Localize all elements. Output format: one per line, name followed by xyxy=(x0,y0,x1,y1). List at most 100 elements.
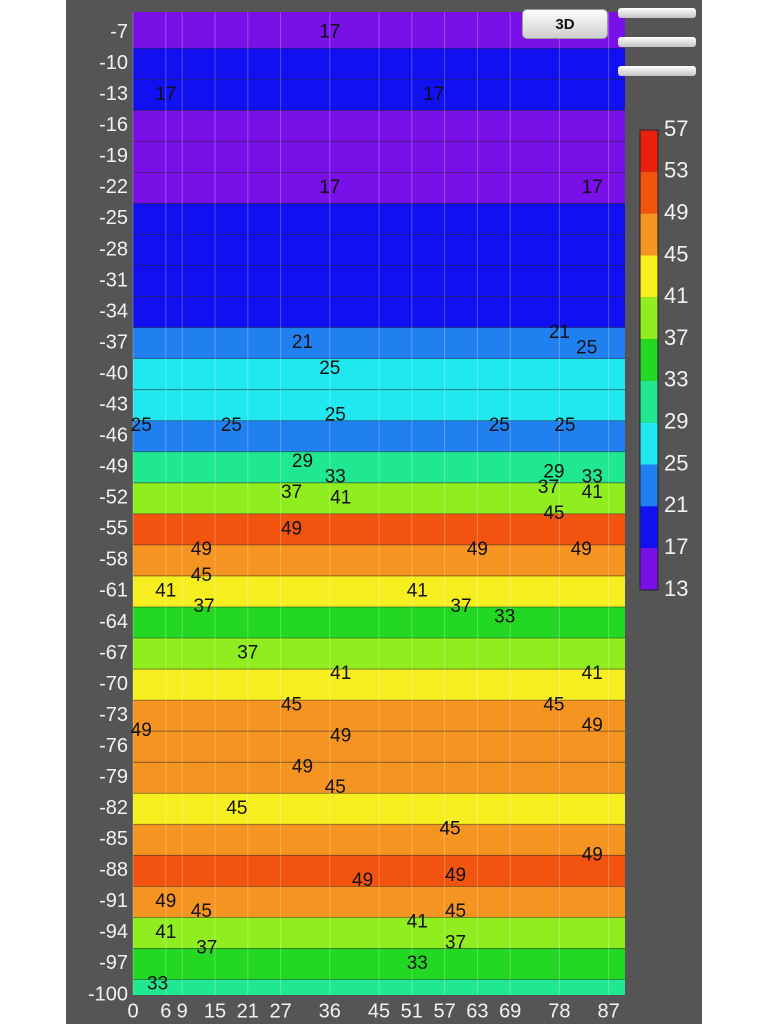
contour-label: 29 xyxy=(543,461,564,482)
y-tick-label: -46 xyxy=(99,425,128,447)
contour-label: 45 xyxy=(191,565,212,586)
menu-button[interactable] xyxy=(618,8,696,80)
contour-label: 25 xyxy=(131,415,152,436)
colorbar-label: 53 xyxy=(664,158,688,183)
depth-band xyxy=(133,451,625,483)
contour-label: 17 xyxy=(319,177,340,198)
y-tick-label: -28 xyxy=(99,238,128,260)
depth-band xyxy=(133,731,625,763)
contour-label: 25 xyxy=(489,415,510,436)
contour-label: 37 xyxy=(196,937,217,958)
contour-label: 49 xyxy=(191,539,212,560)
x-tick-label: 15 xyxy=(204,1000,226,1022)
contour-label: 25 xyxy=(221,415,242,436)
contour-label: 49 xyxy=(582,715,603,736)
contour-label: 49 xyxy=(582,844,603,865)
contour-label: 37 xyxy=(450,596,471,617)
contour-label: 49 xyxy=(292,756,313,777)
contour-label: 17 xyxy=(423,84,444,105)
depth-band xyxy=(133,172,625,204)
colorbar-label: 13 xyxy=(664,576,688,601)
contour-label: 17 xyxy=(582,177,603,198)
y-tick-label: -97 xyxy=(99,952,128,974)
depth-band xyxy=(133,762,625,794)
colorbar-swatch xyxy=(640,130,658,172)
colorbar-swatch xyxy=(640,297,658,340)
colorbar-label: 57 xyxy=(664,116,688,141)
contour-label: 49 xyxy=(330,725,351,746)
contour-label: 25 xyxy=(576,337,597,358)
contour-label: 41 xyxy=(582,663,603,684)
x-tick-label: 87 xyxy=(597,1000,619,1022)
x-tick-label: 0 xyxy=(127,1000,138,1022)
colorbar-label: 45 xyxy=(664,241,688,266)
colorbar-swatch xyxy=(640,548,658,590)
contour-label: 21 xyxy=(549,322,570,343)
y-tick-label: -31 xyxy=(99,269,128,291)
contour-label: 45 xyxy=(325,777,346,798)
depth-band xyxy=(133,48,625,80)
colorbar-swatch xyxy=(640,213,658,256)
contour-label: 33 xyxy=(582,467,603,488)
contour-label: 29 xyxy=(292,451,313,472)
y-tick-label: -40 xyxy=(99,362,128,384)
depth-band xyxy=(133,203,625,235)
colorbar-swatch xyxy=(640,339,658,381)
contour-label: 45 xyxy=(543,503,564,524)
y-tick-label: -13 xyxy=(99,83,128,105)
depth-band xyxy=(133,296,625,328)
contour-label: 41 xyxy=(330,663,351,684)
contour-label: 37 xyxy=(237,643,258,664)
depth-band xyxy=(133,979,625,995)
y-tick-label: -58 xyxy=(99,549,128,571)
3d-button[interactable]: 3D xyxy=(522,9,608,39)
depth-band xyxy=(133,141,625,173)
contour-label: 33 xyxy=(325,467,346,488)
contour-label: 49 xyxy=(445,865,466,886)
depth-band xyxy=(133,544,625,576)
y-tick-label: -67 xyxy=(99,642,128,664)
contour-label: 45 xyxy=(445,901,466,922)
y-tick-label: -49 xyxy=(99,456,128,478)
y-tick-label: -79 xyxy=(99,766,128,788)
contour-label: 21 xyxy=(292,332,313,353)
y-tick-label: -22 xyxy=(99,176,128,198)
y-tick-label: -100 xyxy=(88,983,128,1005)
x-tick-label: 63 xyxy=(466,1000,488,1022)
contour-label: 33 xyxy=(407,953,428,974)
contour-label: 41 xyxy=(407,912,428,933)
y-tick-label: -85 xyxy=(99,828,128,850)
contour-label: 17 xyxy=(155,84,176,105)
depth-band xyxy=(133,886,625,918)
depth-band xyxy=(133,793,625,825)
colorbar-label: 29 xyxy=(664,409,688,434)
contour-label: 25 xyxy=(325,405,346,426)
x-tick-label: 9 xyxy=(177,1000,188,1022)
contour-label: 41 xyxy=(155,922,176,943)
y-tick-label: -7 xyxy=(110,21,128,43)
y-tick-label: -34 xyxy=(99,300,128,322)
y-tick-label: -91 xyxy=(99,890,128,912)
contour-label: 17 xyxy=(319,22,340,43)
y-tick-label: -73 xyxy=(99,704,128,726)
depth-band xyxy=(133,389,625,421)
contour-label: 45 xyxy=(191,901,212,922)
y-tick-label: -76 xyxy=(99,735,128,757)
y-tick-label: -43 xyxy=(99,393,128,415)
contour-label: 41 xyxy=(330,487,351,508)
x-tick-label: 21 xyxy=(237,1000,259,1022)
depth-band xyxy=(133,420,625,452)
colorbar-label: 49 xyxy=(664,199,688,224)
colorbar-swatch xyxy=(640,171,658,214)
colorbar-label: 17 xyxy=(664,534,688,559)
y-tick-label: -94 xyxy=(99,921,128,943)
depth-band xyxy=(133,855,625,887)
depth-band xyxy=(133,265,625,297)
x-tick-label: 6 xyxy=(160,1000,171,1022)
x-tick-label: 57 xyxy=(433,1000,455,1022)
depth-band xyxy=(133,948,625,980)
colorbar-label: 37 xyxy=(664,325,688,350)
depth-band xyxy=(133,327,625,359)
